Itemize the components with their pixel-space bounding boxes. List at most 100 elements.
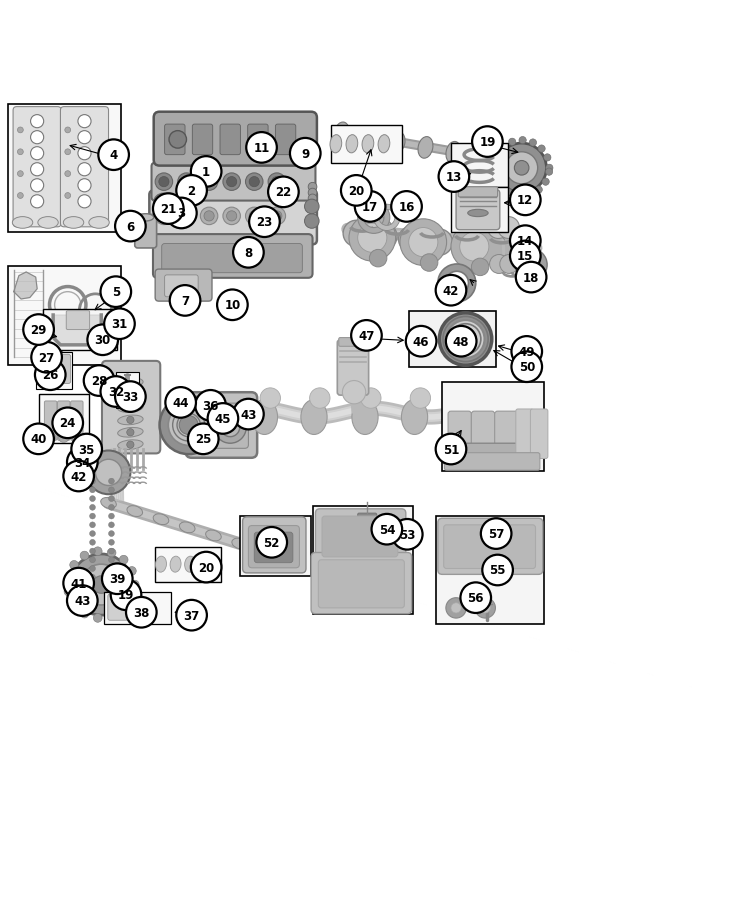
FancyBboxPatch shape	[451, 188, 508, 233]
FancyBboxPatch shape	[331, 125, 402, 163]
FancyBboxPatch shape	[472, 411, 495, 454]
Circle shape	[538, 146, 545, 153]
Ellipse shape	[118, 428, 143, 437]
Circle shape	[109, 487, 115, 493]
Ellipse shape	[258, 547, 274, 557]
Circle shape	[127, 392, 134, 400]
FancyBboxPatch shape	[36, 353, 72, 389]
Circle shape	[296, 148, 314, 166]
FancyBboxPatch shape	[36, 354, 55, 384]
Circle shape	[65, 171, 71, 178]
FancyBboxPatch shape	[135, 216, 157, 249]
Text: 5: 5	[112, 286, 120, 299]
Circle shape	[300, 152, 310, 162]
Circle shape	[127, 404, 134, 411]
Ellipse shape	[232, 538, 247, 549]
Circle shape	[169, 405, 209, 446]
Circle shape	[31, 179, 44, 193]
Ellipse shape	[118, 379, 143, 388]
Text: 3: 3	[177, 207, 185, 220]
Circle shape	[109, 531, 115, 537]
Circle shape	[343, 221, 369, 247]
FancyBboxPatch shape	[442, 382, 544, 472]
FancyBboxPatch shape	[152, 163, 315, 201]
Ellipse shape	[138, 215, 154, 222]
Circle shape	[488, 217, 510, 239]
Circle shape	[506, 152, 538, 185]
FancyBboxPatch shape	[409, 311, 496, 368]
Text: 19: 19	[479, 136, 496, 149]
Circle shape	[90, 531, 96, 537]
Text: 18: 18	[523, 272, 539, 284]
Text: 15: 15	[517, 250, 534, 263]
Circle shape	[65, 150, 71, 155]
Ellipse shape	[330, 135, 342, 153]
FancyBboxPatch shape	[220, 125, 240, 155]
Text: 11: 11	[253, 142, 269, 155]
Circle shape	[483, 555, 513, 585]
Circle shape	[426, 230, 453, 256]
Circle shape	[109, 479, 115, 484]
Ellipse shape	[180, 522, 195, 533]
Text: 48: 48	[453, 336, 469, 348]
Circle shape	[223, 174, 240, 191]
Circle shape	[18, 150, 23, 155]
FancyBboxPatch shape	[339, 338, 367, 347]
Circle shape	[406, 327, 437, 357]
Circle shape	[223, 208, 240, 226]
Circle shape	[535, 187, 542, 194]
Circle shape	[96, 460, 122, 486]
Circle shape	[510, 226, 541, 257]
Circle shape	[515, 192, 523, 199]
Circle shape	[53, 408, 83, 438]
Circle shape	[109, 566, 115, 572]
Circle shape	[268, 208, 285, 226]
FancyBboxPatch shape	[444, 444, 521, 465]
FancyBboxPatch shape	[154, 113, 317, 167]
Text: 16: 16	[399, 200, 415, 214]
Ellipse shape	[502, 152, 517, 173]
Circle shape	[409, 228, 438, 257]
FancyBboxPatch shape	[162, 244, 302, 273]
Circle shape	[181, 212, 191, 222]
Circle shape	[410, 389, 431, 409]
Ellipse shape	[346, 135, 358, 153]
Circle shape	[170, 286, 200, 317]
Ellipse shape	[127, 506, 142, 517]
Circle shape	[256, 528, 287, 558]
Circle shape	[460, 389, 480, 409]
Circle shape	[18, 128, 23, 133]
Circle shape	[166, 388, 196, 419]
FancyBboxPatch shape	[43, 309, 118, 351]
FancyBboxPatch shape	[13, 107, 61, 227]
Text: 52: 52	[264, 536, 280, 549]
Circle shape	[72, 433, 82, 443]
Circle shape	[67, 585, 98, 616]
Circle shape	[78, 132, 91, 144]
FancyBboxPatch shape	[315, 510, 406, 563]
Circle shape	[70, 600, 79, 609]
Circle shape	[107, 548, 116, 557]
Text: 43: 43	[240, 408, 257, 421]
Ellipse shape	[378, 135, 390, 153]
Circle shape	[233, 400, 264, 430]
Ellipse shape	[101, 498, 116, 509]
Circle shape	[101, 377, 131, 408]
Circle shape	[101, 277, 131, 308]
Circle shape	[64, 574, 73, 583]
Text: 49: 49	[518, 345, 535, 358]
Circle shape	[510, 242, 541, 272]
Text: 9: 9	[301, 148, 310, 161]
Circle shape	[107, 612, 116, 621]
Circle shape	[391, 192, 422, 223]
Text: 28: 28	[91, 374, 107, 388]
Circle shape	[177, 174, 195, 191]
Circle shape	[153, 194, 183, 225]
Circle shape	[90, 479, 96, 484]
Text: 33: 33	[122, 391, 139, 403]
Circle shape	[461, 583, 491, 613]
Text: 38: 38	[133, 606, 150, 619]
Circle shape	[349, 216, 396, 262]
Circle shape	[217, 290, 247, 321]
Ellipse shape	[284, 555, 300, 566]
